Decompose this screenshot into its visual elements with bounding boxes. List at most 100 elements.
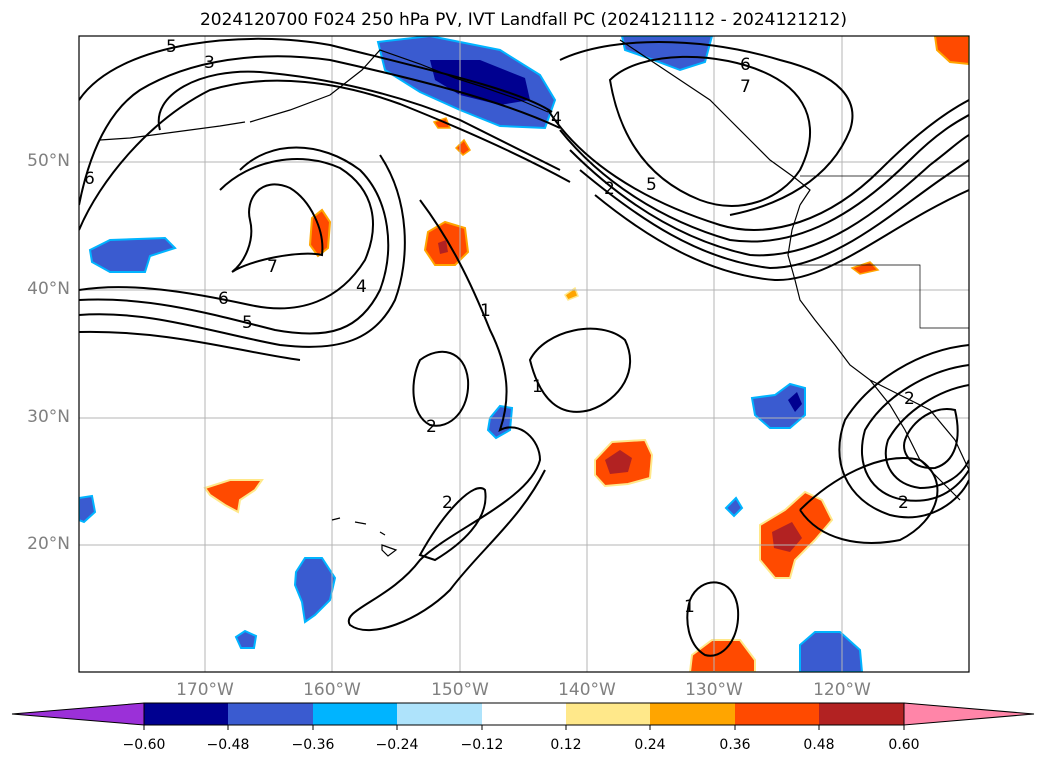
state-border-2 <box>790 264 969 329</box>
colorbar-tick-label: −0.60 <box>122 737 166 753</box>
lon-tick-label: 150°W <box>431 680 489 700</box>
contour-labels: 5 3 6 7 6 5 4 4 1 2 1 2 5 6 7 2 1 2 2 <box>84 37 915 617</box>
contour-label: 4 <box>356 277 367 297</box>
blue-blob-left-edge <box>79 494 97 524</box>
coastline-bc <box>619 39 811 206</box>
plot-frame <box>78 35 970 673</box>
colorbar-tick-label: 0.60 <box>888 737 920 753</box>
colorbar-swatch <box>735 703 819 725</box>
lon-tick-label: 160°W <box>303 680 361 700</box>
colorbar-swatch <box>482 703 566 725</box>
lat-tick-label: 30°N <box>27 407 70 427</box>
contour-west-1 <box>79 55 561 206</box>
orange-blob-small-1 <box>454 138 471 156</box>
contour-se-loop <box>799 457 939 544</box>
contour-label: 1 <box>532 377 543 397</box>
colorbar-tick-label: 0.12 <box>550 737 582 753</box>
lat-tick-label: 50°N <box>27 151 70 171</box>
lon-tick-label: 140°W <box>558 680 616 700</box>
contour-label: 5 <box>242 313 253 333</box>
contour-west-3 <box>79 158 374 310</box>
pv-contours <box>79 37 969 657</box>
contour-label: 5 <box>646 175 657 195</box>
contour-label: 2 <box>604 179 615 199</box>
coastline-aleutians <box>99 121 246 141</box>
contour-1-south <box>686 581 740 657</box>
contour-se-4 <box>903 408 959 470</box>
chart-title: 2024120700 F024 250 hPa PV, IVT Landfall… <box>199 10 847 30</box>
orange-blob-southwest <box>203 479 264 514</box>
colorbar-tick-label: 0.48 <box>803 737 835 753</box>
colorbar-max-extend <box>903 702 1035 726</box>
colorbar-swatch <box>397 703 482 725</box>
lat-tick-label: 40°N <box>27 279 70 299</box>
contour-west-outer <box>79 37 553 113</box>
contour-label: 5 <box>166 37 177 57</box>
coastline-west-us <box>787 204 969 471</box>
colorbar-tick-label: 0.24 <box>634 737 666 753</box>
hawaii-islands <box>331 517 398 557</box>
contour-east-4 <box>579 159 969 270</box>
lon-tick-label: 120°W <box>813 680 871 700</box>
contour-label: 4 <box>551 109 562 129</box>
colorbar-swatch <box>313 703 397 725</box>
contour-label: 6 <box>218 289 229 309</box>
contour-west-4 <box>79 146 390 335</box>
contour-label: 7 <box>740 77 751 97</box>
lon-tick-label: 130°W <box>685 680 743 700</box>
coastlines <box>99 39 969 557</box>
contour-label: 1 <box>684 597 695 617</box>
orange-blob-bottom <box>688 639 756 672</box>
contour-west-5 <box>79 154 406 348</box>
map-plot-area: 5 3 6 7 6 5 4 4 1 2 1 2 5 6 7 2 1 2 2 <box>79 36 969 672</box>
colorbar <box>11 702 1035 730</box>
contour-west-loop <box>157 70 561 171</box>
contour-label: 3 <box>204 53 215 73</box>
lat-tick-label: 20°N <box>27 534 70 554</box>
contour-west-6 <box>79 330 301 361</box>
colorbar-swatch <box>819 703 904 725</box>
contour-west-2 <box>79 79 571 231</box>
contour-label: 2 <box>426 417 437 437</box>
contour-se-3 <box>884 384 969 490</box>
orange-blob-top-right <box>933 36 969 66</box>
colorbar-ticks <box>143 725 905 730</box>
blue-blob-central-small <box>486 404 514 440</box>
darkblue-core-east <box>788 392 802 412</box>
lon-tick-label: 170°W <box>176 680 234 700</box>
contour-2-loop-b <box>418 487 487 562</box>
contour-label: 6 <box>740 55 751 75</box>
contour-east-3 <box>569 134 969 257</box>
contour-se-1 <box>838 344 969 519</box>
contour-1-loop <box>528 327 631 413</box>
colorbar-tick-label: 0.36 <box>719 737 751 753</box>
graticule <box>79 36 969 672</box>
colorbar-swatch <box>566 703 650 725</box>
contour-east-2 <box>559 114 969 243</box>
contour-label: 2 <box>442 493 453 513</box>
contour-label: 1 <box>480 301 491 321</box>
colorbar-tick-label: −0.36 <box>291 737 335 753</box>
colorbar-tick-label: −0.24 <box>375 737 419 753</box>
contour-2-loop-a <box>412 350 470 427</box>
blue-blob-bottom <box>799 631 864 672</box>
negative-anomaly-blobs <box>79 36 864 672</box>
colorbar-min-extend <box>11 702 145 726</box>
coastline-alaska <box>249 49 549 123</box>
colorbar-frame <box>143 702 905 726</box>
red-core-south-central <box>605 450 632 474</box>
contour-label: 6 <box>84 169 95 189</box>
contour-inner-east <box>608 55 811 207</box>
colorbar-swatch <box>228 703 313 725</box>
blue-blob-canada-top <box>620 36 714 72</box>
blue-blob-south <box>293 557 337 624</box>
contour-inner-7 <box>231 183 324 273</box>
orange-blob-small-3 <box>850 261 880 275</box>
colorbar-swatch <box>650 703 735 725</box>
contour-east-5 <box>594 189 969 282</box>
colorbar-tick-label: −0.48 <box>206 737 250 753</box>
contour-east-1 <box>547 99 969 231</box>
contour-label: 7 <box>267 257 278 277</box>
blue-blob-east <box>750 382 806 429</box>
